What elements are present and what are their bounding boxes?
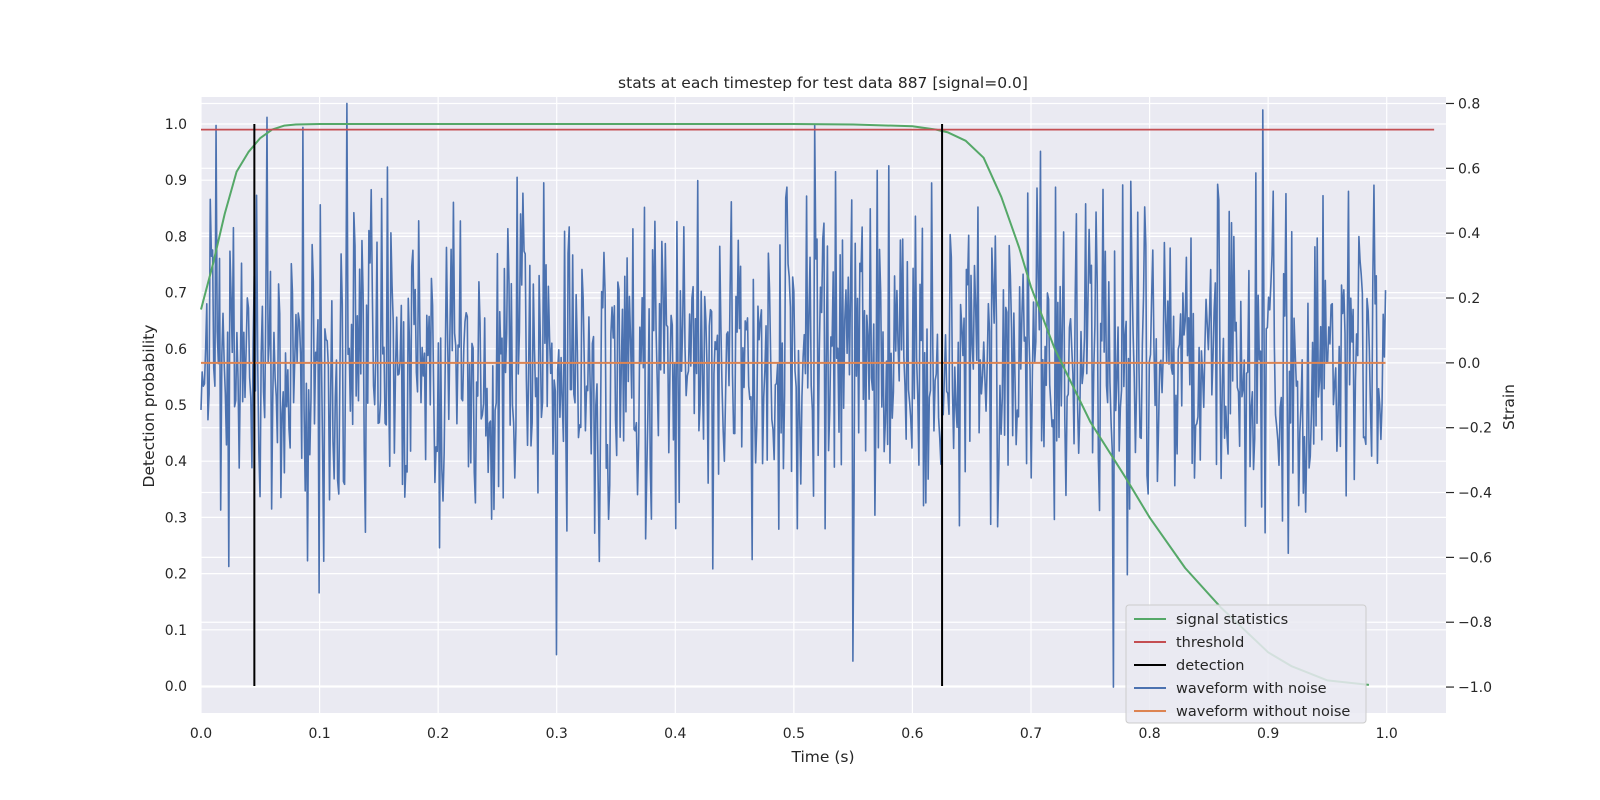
x-tick-label: 0.4 [664, 726, 686, 742]
legend-entry-label: signal statistics [1176, 612, 1288, 628]
y-tick-label-right: −0.6 [1458, 550, 1492, 566]
y-tick-label-right: 0.8 [1458, 96, 1480, 112]
y-tick-label-right: 0.4 [1458, 226, 1480, 242]
x-tick-label: 0.0 [190, 726, 212, 742]
y-tick-label-left: 0.3 [165, 510, 187, 526]
y-tick-label-left: 0.0 [165, 679, 187, 695]
legend-box [1125, 604, 1367, 724]
x-tick-label: 0.9 [1257, 726, 1279, 742]
y-tick-label-right: −0.4 [1458, 486, 1492, 502]
y-tick-label-left: 0.4 [165, 454, 187, 470]
y-tick-label-left: 0.1 [165, 623, 187, 639]
x-axis-label: Time (s) [790, 748, 854, 766]
legend-entry-label: waveform with noise [1176, 681, 1327, 697]
x-tick-label: 0.2 [427, 726, 449, 742]
legend: signal statistics threshold detection wavef… [1125, 604, 1367, 724]
y-tick-label-left: 1.0 [165, 117, 187, 133]
y-axis-label-left: Detection probability [140, 325, 158, 488]
x-tick-label: 0.7 [1020, 726, 1042, 742]
y-tick-label-right: 0.0 [1458, 356, 1480, 372]
y-tick-label-right: −0.8 [1458, 615, 1492, 631]
x-tick-label: 0.5 [783, 726, 805, 742]
y-tick-label-left: 0.6 [165, 342, 187, 358]
x-tick-label: 0.1 [308, 726, 330, 742]
y-tick-label-right: 0.6 [1458, 161, 1480, 177]
x-tick-label: 1.0 [1376, 726, 1398, 742]
series-layer [200, 102, 1435, 688]
x-tick-label: 0.3 [546, 726, 568, 742]
y-tick-label-right: 0.2 [1458, 291, 1480, 307]
series-waveform-with-noise [200, 102, 1387, 688]
x-tick-label: 0.8 [1138, 726, 1160, 742]
y-tick-label-left: 0.5 [165, 398, 187, 414]
y-tick-label-right: −1.0 [1458, 680, 1492, 696]
x-tick-label: 0.6 [901, 726, 923, 742]
axes: 0.0 0.1 0.2 0.3 0.4 0.5 0.6 0.7 0.8 0.9 1.0 0.0 0.1 0… [165, 96, 1492, 742]
y-tick-label-right: −0.2 [1458, 421, 1492, 437]
y-tick-label-left: 0.7 [165, 286, 187, 302]
legend-entry-label: detection [1176, 658, 1244, 674]
y-tick-label-left: 0.9 [165, 173, 187, 189]
chart-title: stats at each timestep for test data 887… [618, 74, 1028, 92]
legend-entry-label: waveform without noise [1176, 704, 1350, 720]
y-tick-label-left: 0.2 [165, 567, 187, 583]
y-tick-label-left: 0.8 [165, 229, 187, 245]
y-axis-label-right: Strain [1500, 384, 1518, 430]
legend-entry-label: threshold [1176, 635, 1244, 651]
